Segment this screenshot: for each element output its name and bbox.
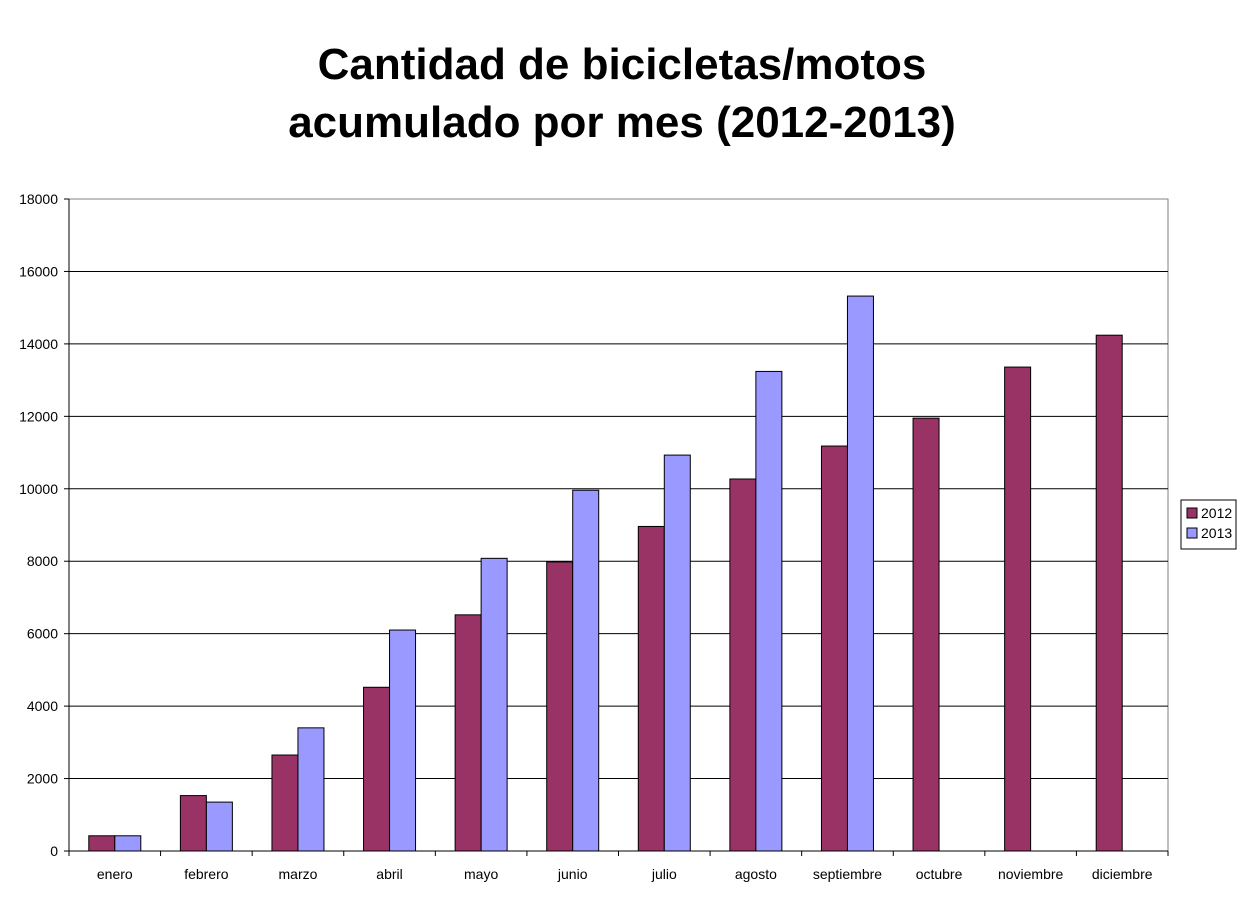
bar-2012-enero: [88, 835, 116, 852]
legend-swatch-2013: [1186, 527, 1198, 539]
bar-2012-marzo: [271, 754, 299, 852]
y-tick-label: 0: [50, 843, 58, 859]
x-tick-label-abril: abril: [376, 866, 402, 882]
bar-2012-junio: [546, 561, 574, 852]
legend: 2012 2013: [1180, 499, 1237, 550]
bar-2012-agosto: [729, 478, 757, 852]
bar-2012-abril: [363, 686, 391, 852]
x-tick-label-julio: julio: [651, 866, 677, 882]
axes: [64, 198, 1169, 856]
chart-title-line-1: Cantidad de bicicletas/motos: [318, 40, 927, 89]
x-tick-label-octubre: octubre: [916, 866, 963, 882]
bar-2012-mayo: [454, 614, 482, 852]
x-tick-label-febrero: febrero: [184, 866, 229, 882]
bar-2012-diciembre: [1095, 334, 1123, 852]
bar-2012-julio: [637, 525, 665, 852]
bar-2012-febrero: [179, 795, 207, 852]
x-tick-label-noviembre: noviembre: [998, 866, 1064, 882]
x-tick-label-marzo: marzo: [279, 866, 318, 882]
legend-swatch-2012: [1186, 507, 1198, 519]
plot-area: [68, 198, 1169, 852]
bar-2013-abril: [389, 629, 417, 852]
legend-label-2013: 2013: [1201, 525, 1232, 541]
y-tick-label: 10000: [19, 481, 58, 497]
bars: [88, 295, 1123, 852]
bar-2013-febrero: [205, 801, 233, 852]
y-tick-label: 16000: [19, 263, 58, 279]
bar-2013-agosto: [755, 370, 783, 852]
chart-title-line-2: acumulado por mes (2012-2013): [288, 98, 956, 147]
bar-2012-septiembre: [820, 445, 848, 852]
x-tick-label-enero: enero: [97, 866, 133, 882]
x-tick-label-mayo: mayo: [464, 866, 498, 882]
x-tick-label-junio: junio: [557, 866, 588, 882]
y-tick-label: 2000: [27, 771, 58, 787]
y-tick-label: 18000: [19, 191, 58, 207]
x-tick-label-septiembre: septiembre: [813, 866, 882, 882]
bar-2013-marzo: [297, 727, 325, 852]
legend-label-2012: 2012: [1201, 505, 1232, 521]
chart-title: Cantidad de bicicletas/motos acumulado p…: [288, 40, 956, 147]
bar-2013-mayo: [480, 557, 508, 852]
y-axis-tick-labels: 0 2000 4000 6000 8000 10000 12000 14000 16000 180…: [19, 191, 58, 859]
bar-2012-noviembre: [1004, 366, 1032, 852]
x-tick-label-diciembre: diciembre: [1092, 866, 1153, 882]
bar-2013-enero: [114, 835, 142, 852]
bar-2013-junio: [572, 489, 600, 852]
bar-2013-julio: [663, 454, 691, 852]
y-tick-label: 12000: [19, 408, 58, 424]
bar-2013-septiembre: [846, 295, 874, 852]
bar-2012-octubre: [912, 417, 940, 852]
y-tick-label: 6000: [27, 626, 58, 642]
x-tick-label-agosto: agosto: [735, 866, 777, 882]
y-tick-label: 8000: [27, 553, 58, 569]
y-tick-label: 14000: [19, 336, 58, 352]
gridlines: [69, 270, 1168, 780]
x-axis-tick-labels: enero febrero marzo abril mayo junio julio agos…: [97, 866, 1153, 882]
y-tick-label: 4000: [27, 698, 58, 714]
